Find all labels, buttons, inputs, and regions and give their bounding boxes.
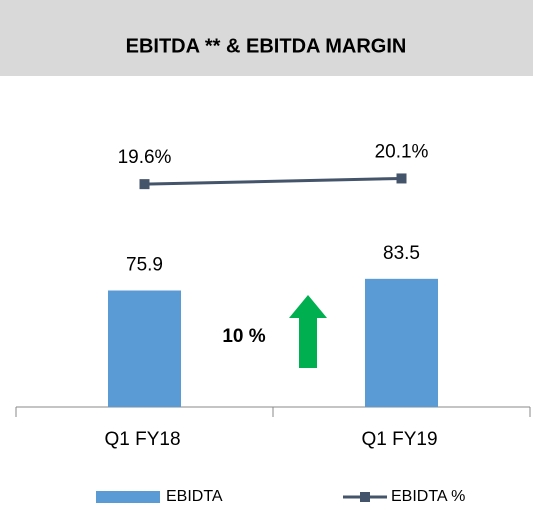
legend-marker xyxy=(360,492,370,502)
line-marker xyxy=(396,173,407,184)
title-banner xyxy=(0,0,533,76)
legend-label: EBIDTA % xyxy=(391,488,465,505)
annotation: 10 % xyxy=(222,326,265,347)
data-label: 19.6% xyxy=(118,147,172,168)
chart-title: EBITDA ** & EBITDA MARGIN xyxy=(126,35,407,57)
data-label: 75.9 xyxy=(126,255,163,276)
legend-swatch xyxy=(96,491,160,503)
up-arrow xyxy=(289,295,327,368)
legend-label: EBIDTA xyxy=(166,488,223,505)
bar xyxy=(108,290,181,407)
line xyxy=(144,176,402,186)
data-label: 20.1% xyxy=(375,141,429,162)
bar xyxy=(365,278,438,407)
x-tick-label: Q1 FY18 xyxy=(104,429,180,450)
data-label: 83.5 xyxy=(383,243,420,264)
x-tick-label: Q1 FY19 xyxy=(361,429,437,450)
line-marker xyxy=(139,179,150,190)
